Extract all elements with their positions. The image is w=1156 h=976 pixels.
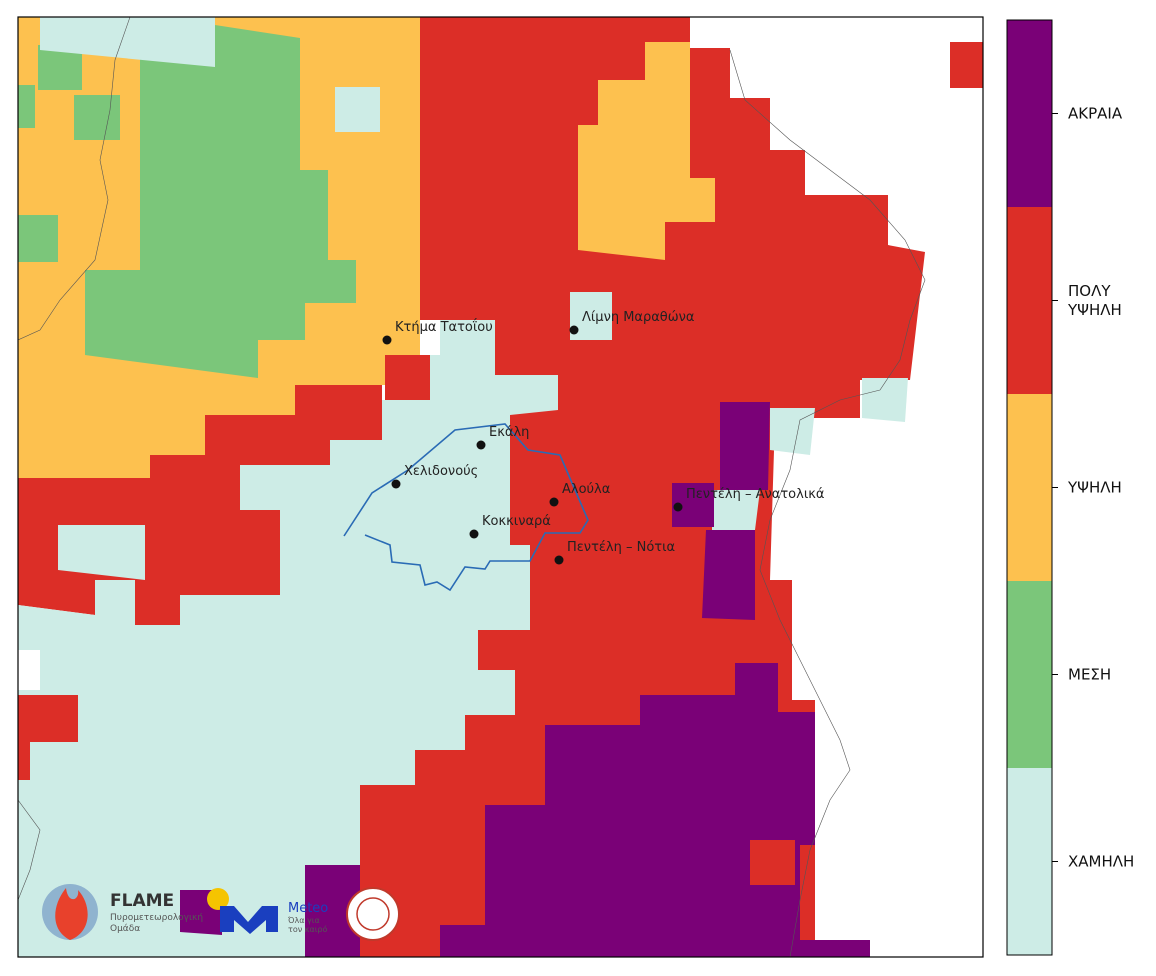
place-label: Αλούλα xyxy=(562,482,610,497)
place-label: Κτήμα Τατοΐου xyxy=(395,319,493,335)
place-marker xyxy=(469,529,479,539)
colorbar xyxy=(1007,20,1058,955)
colorbar-segment xyxy=(1007,394,1052,581)
meteo-logo-subtitle: Όλα για τον καιρό xyxy=(288,916,328,934)
colorbar-segment xyxy=(1007,20,1052,207)
coastline xyxy=(18,17,926,957)
risk-area xyxy=(750,840,795,885)
flame-logo-fire xyxy=(55,888,88,940)
risk-area xyxy=(570,292,612,340)
colorbar-segment xyxy=(1007,207,1052,394)
university-logo xyxy=(346,887,400,941)
risk-area xyxy=(18,85,35,128)
university-logo-inner xyxy=(356,897,390,931)
place-label: Εκάλη xyxy=(489,425,529,440)
place-marker xyxy=(554,555,564,565)
meteo-logo-sun xyxy=(207,888,229,910)
colorbar-label: ΧΑΜΗΛΗ xyxy=(1068,852,1135,870)
risk-area xyxy=(38,45,82,90)
risk-area xyxy=(578,42,715,260)
colorbar-label: ΜΕΣΗ xyxy=(1068,665,1112,683)
risk-area xyxy=(305,865,360,957)
map-frame xyxy=(17,16,984,958)
place-marker xyxy=(569,325,579,335)
risk-area xyxy=(40,17,215,67)
risk-area xyxy=(335,87,380,132)
map-area xyxy=(18,17,983,957)
risk-area xyxy=(58,525,145,580)
risk-area xyxy=(950,42,983,88)
place-marker xyxy=(673,502,683,512)
risk-area xyxy=(702,530,755,620)
flame-logo-subtitle: Πυρομετεωρολογική Ομάδα xyxy=(110,913,204,934)
risk-area xyxy=(712,490,760,530)
colorbar-segment xyxy=(1007,581,1052,768)
colorbar-label: ΠΟΛΥ ΥΨΗΛΗ xyxy=(1068,281,1122,319)
meteo-logo-mark xyxy=(220,906,278,934)
municipality-boundary xyxy=(343,423,589,592)
risk-area xyxy=(385,355,430,400)
colorbar-label: ΑΚΡΑΙΑ xyxy=(1068,104,1123,122)
risk-area xyxy=(85,25,356,378)
colorbar-frame xyxy=(1006,19,1053,956)
places: Κτήμα Τατοΐου Λίμνη Μαραθώνα Εκάλη Χελιδονο… xyxy=(382,310,824,565)
meteo-logo-text: Meteo xyxy=(288,901,328,916)
risk-area xyxy=(18,215,58,262)
place-label: Κοκκιναρά xyxy=(482,514,551,529)
sea xyxy=(18,650,40,690)
place-marker xyxy=(549,497,559,507)
risk-area xyxy=(74,95,120,140)
place-label: Πεντέλη – Νότια xyxy=(567,540,675,555)
colorbar-label: ΥΨΗΛΗ xyxy=(1068,478,1122,496)
place-marker xyxy=(382,335,392,345)
place-label: Χελιδονούς xyxy=(404,464,478,479)
place-marker xyxy=(476,440,486,450)
place-marker xyxy=(391,479,401,489)
colorbar-segment xyxy=(1007,768,1052,955)
risk-area xyxy=(770,408,815,455)
logos: FLAME Meteo xyxy=(42,884,400,941)
flame-logo-text: FLAME xyxy=(110,891,174,911)
place-label: Λίμνη Μαραθώνα xyxy=(582,310,694,325)
risk-area xyxy=(720,402,770,490)
risk-area xyxy=(862,378,908,422)
risk-area xyxy=(672,483,714,527)
place-label: Πεντέλη – Ανατολικά xyxy=(686,487,824,502)
risk-area xyxy=(18,695,78,780)
risk-area xyxy=(18,320,558,957)
